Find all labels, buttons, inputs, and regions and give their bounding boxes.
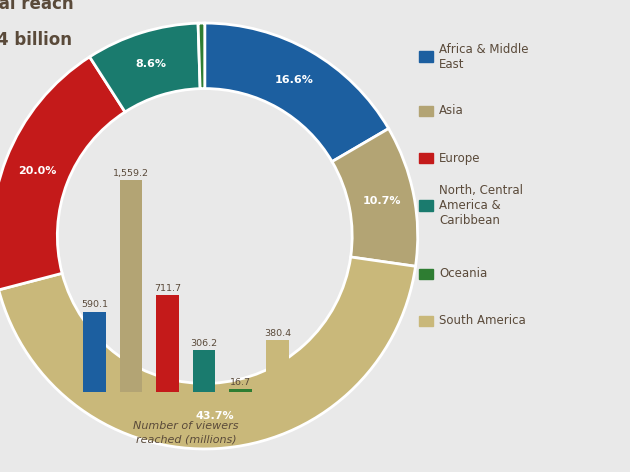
Text: 3.564 billion: 3.564 billion xyxy=(0,31,72,49)
Text: Global reach: Global reach xyxy=(0,0,74,13)
Text: 8.6%: 8.6% xyxy=(136,59,167,69)
Wedge shape xyxy=(89,23,200,112)
Text: Asia: Asia xyxy=(439,104,464,118)
Text: 0.5%: 0.5% xyxy=(0,471,1,472)
Text: Europe: Europe xyxy=(439,152,481,165)
Text: North, Central
America &
Caribbean: North, Central America & Caribbean xyxy=(439,184,523,227)
Text: 43.7%: 43.7% xyxy=(195,411,234,421)
Text: 590.1: 590.1 xyxy=(81,300,108,309)
Wedge shape xyxy=(0,257,416,449)
Wedge shape xyxy=(205,23,389,161)
Text: Number of viewers
reached (millions): Number of viewers reached (millions) xyxy=(133,421,239,444)
Text: Oceania: Oceania xyxy=(439,267,488,280)
Text: South America: South America xyxy=(439,314,526,328)
Wedge shape xyxy=(198,23,205,89)
Text: 1,559.2: 1,559.2 xyxy=(113,169,149,178)
Text: Africa & Middle
East: Africa & Middle East xyxy=(439,42,529,71)
Text: 10.7%: 10.7% xyxy=(362,196,401,206)
Bar xyxy=(120,180,142,392)
Bar xyxy=(229,389,252,392)
Text: 20.0%: 20.0% xyxy=(18,166,56,176)
Wedge shape xyxy=(0,57,125,290)
Text: 306.2: 306.2 xyxy=(191,339,218,348)
Bar xyxy=(156,295,179,392)
Bar xyxy=(83,312,106,392)
Wedge shape xyxy=(332,128,418,266)
Text: 380.4: 380.4 xyxy=(264,329,291,338)
Text: 16.6%: 16.6% xyxy=(275,75,314,85)
Text: 16.7: 16.7 xyxy=(230,378,251,387)
Bar xyxy=(266,340,289,392)
Text: 711.7: 711.7 xyxy=(154,284,181,293)
Bar xyxy=(193,350,215,392)
